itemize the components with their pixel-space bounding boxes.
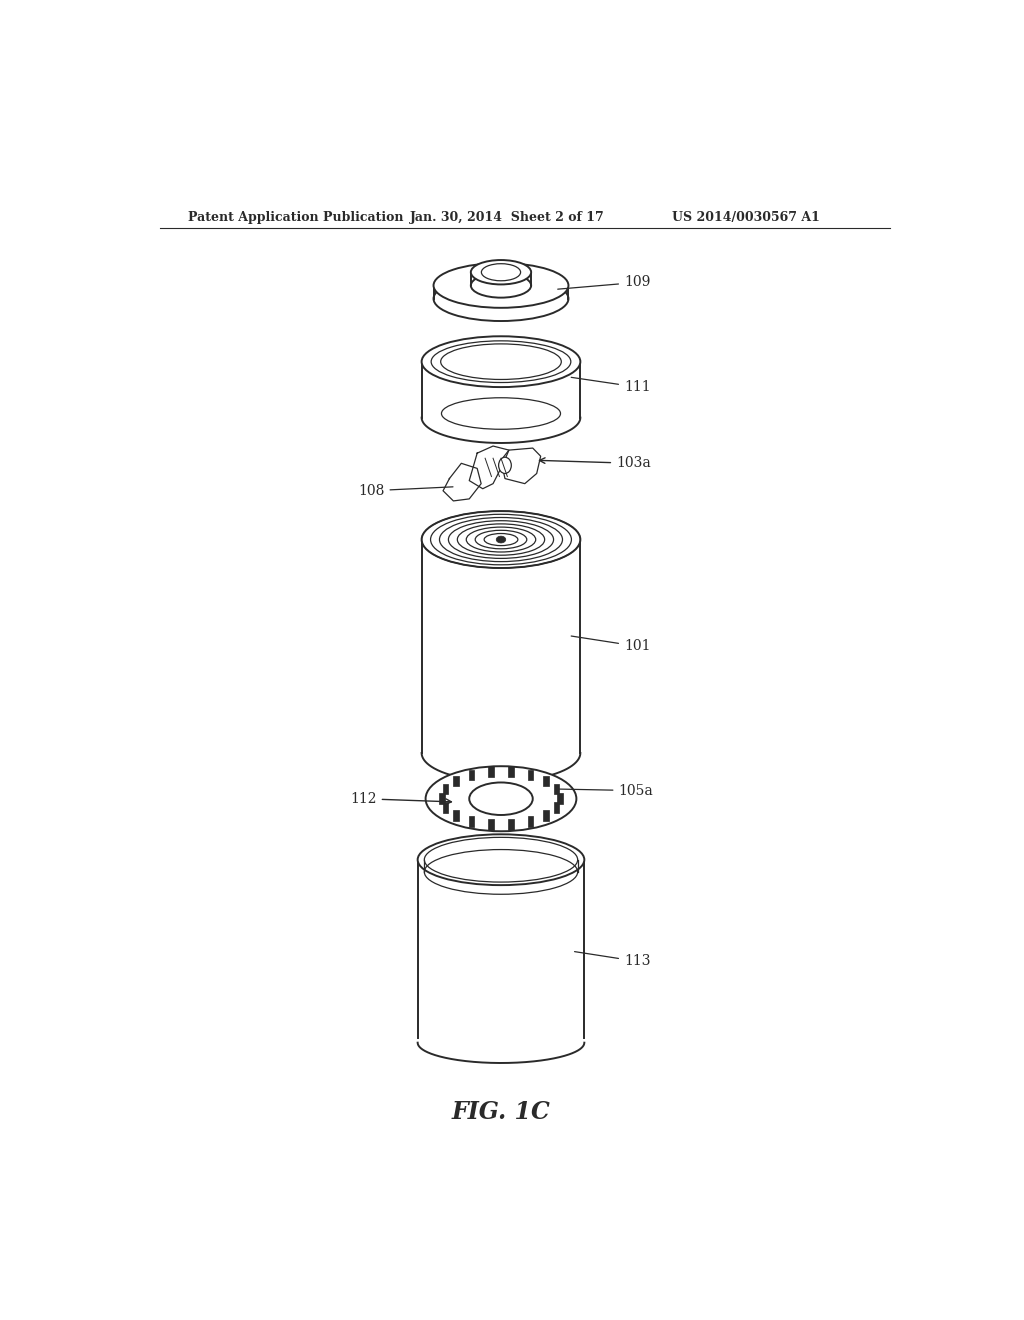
Text: 103a: 103a [540, 457, 651, 470]
Text: Patent Application Publication: Patent Application Publication [187, 211, 403, 224]
Ellipse shape [422, 337, 581, 387]
Text: 105a: 105a [556, 784, 653, 797]
Bar [554, 784, 559, 795]
Polygon shape [469, 446, 509, 488]
Text: 101: 101 [571, 636, 650, 653]
Bar [442, 803, 449, 813]
Bar [488, 820, 494, 830]
Bar [488, 767, 494, 777]
Text: FIG. 1C: FIG. 1C [452, 1100, 550, 1123]
Polygon shape [443, 463, 481, 500]
Ellipse shape [441, 397, 560, 429]
Text: 113: 113 [574, 952, 650, 969]
Bar [557, 793, 563, 804]
Bar [453, 776, 459, 787]
Text: 111: 111 [571, 378, 650, 395]
Bar [544, 810, 549, 821]
Bar [509, 820, 514, 830]
Bar [544, 776, 549, 787]
Ellipse shape [433, 263, 568, 308]
Text: 109: 109 [558, 276, 650, 289]
Text: 108: 108 [358, 483, 453, 498]
Bar [439, 793, 444, 804]
Ellipse shape [418, 834, 585, 886]
Polygon shape [501, 447, 541, 483]
Text: 112: 112 [350, 792, 452, 805]
Bar [453, 810, 459, 821]
Bar [509, 767, 514, 777]
Bar [442, 784, 449, 795]
Bar [554, 803, 559, 813]
Bar [469, 770, 474, 780]
Text: US 2014/0030567 A1: US 2014/0030567 A1 [672, 211, 819, 224]
Bar [527, 816, 534, 826]
Ellipse shape [471, 260, 531, 284]
Circle shape [499, 457, 511, 474]
Ellipse shape [497, 536, 506, 543]
Text: Jan. 30, 2014  Sheet 2 of 17: Jan. 30, 2014 Sheet 2 of 17 [410, 211, 604, 224]
Ellipse shape [426, 766, 577, 832]
Bar [527, 770, 534, 780]
Ellipse shape [433, 276, 568, 321]
Bar [469, 816, 474, 826]
Ellipse shape [471, 273, 531, 297]
Ellipse shape [422, 511, 581, 568]
Ellipse shape [469, 783, 532, 814]
